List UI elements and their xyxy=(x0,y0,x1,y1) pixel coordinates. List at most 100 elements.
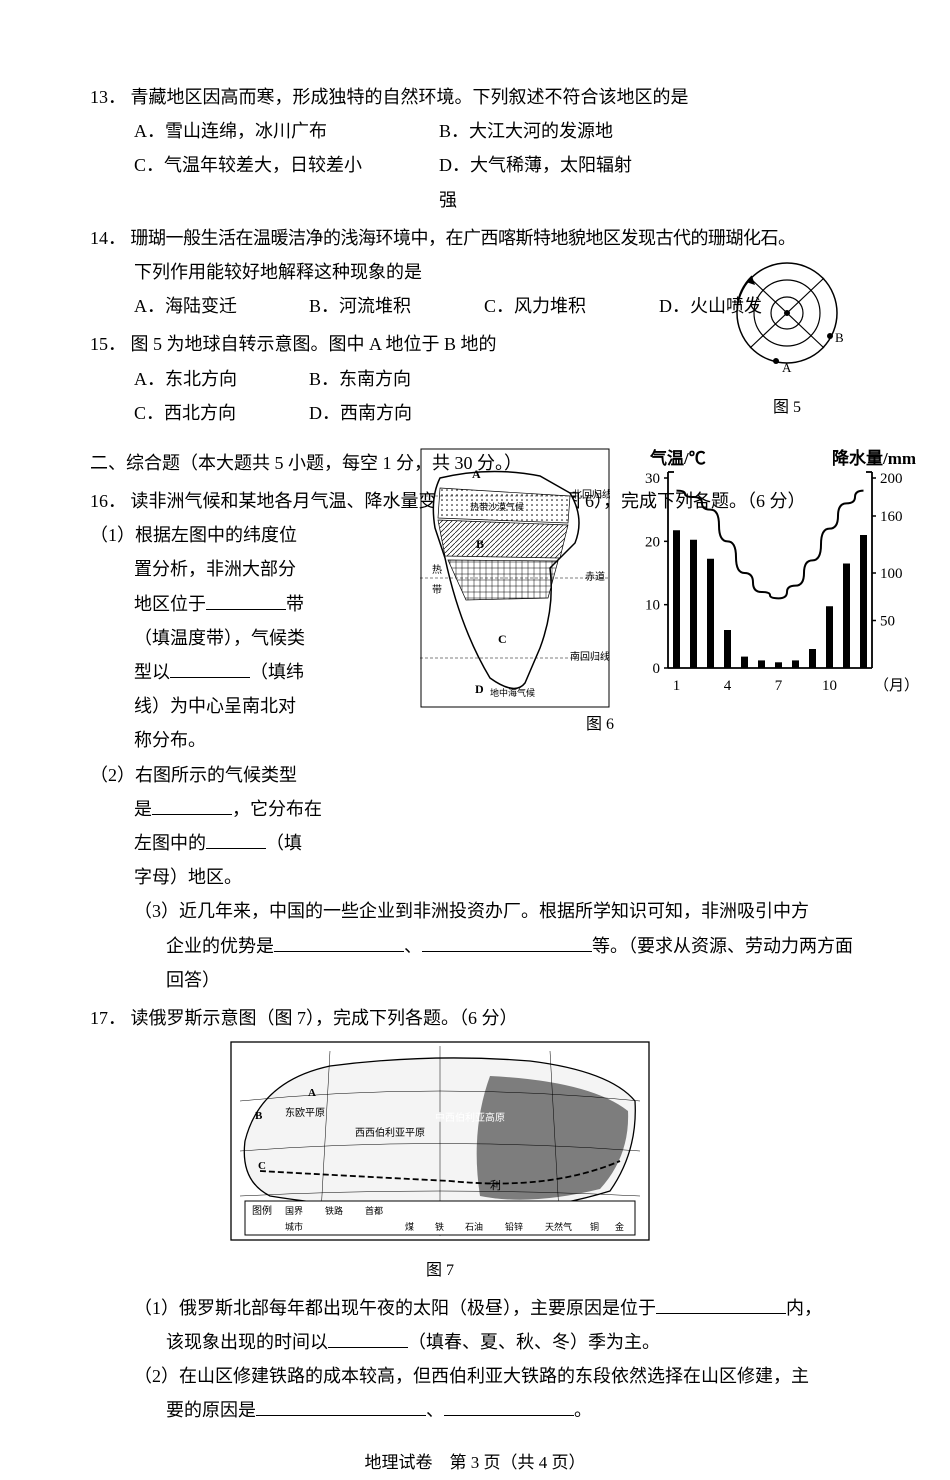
svg-text:200: 200 xyxy=(880,471,903,487)
fig6-equator: 赤道 xyxy=(585,570,605,583)
fig6-label-b: B xyxy=(476,537,484,551)
fig7-legend-title: 图例 xyxy=(252,1204,272,1217)
q16-blank-5[interactable] xyxy=(274,932,404,952)
question-13: 13． 青藏地区因高而寒，形成独特的自然环境。下列叙述不符合该地区的是 A．雪山… xyxy=(90,80,860,217)
q16-sub1-c2: 带 xyxy=(286,594,304,614)
q16-sub3-c: 回答） xyxy=(90,963,860,997)
fig6-caption: 图 6 xyxy=(500,710,700,740)
q16-sub2-label: （2） xyxy=(90,765,135,785)
q16-sub3-b2: 、 xyxy=(404,936,422,956)
fig7-russia-map: 东欧平原 西西伯利亚平原 中西伯利亚高原 利 A B C 图例 国界 铁路 首都… xyxy=(230,1041,650,1241)
q16-sub2-c2: （填 xyxy=(266,833,302,853)
fig5-label-a: A xyxy=(782,360,792,375)
fig6-heat-label2: 带 xyxy=(432,584,442,596)
q16-sub1-e: 型以 xyxy=(134,662,170,682)
svg-text:金: 金 xyxy=(615,1221,624,1232)
figure-6: 北回归线 赤道 南回归线 A B C D 热带沙漠气候 地中海气候 热 带 气温… xyxy=(420,448,930,740)
q16-blank-6[interactable] xyxy=(422,932,592,952)
fig5-svg: A B xyxy=(722,258,852,378)
q16-left-text: （1）根据左图中的纬度位 置分析，非洲大部分 地区位于带 （填温度带），气候类 … xyxy=(90,518,350,894)
fig6-content: 北回归线 赤道 南回归线 A B C D 热带沙漠气候 地中海气候 热 带 气温… xyxy=(420,448,930,708)
fig5-label-b: B xyxy=(835,330,844,345)
q17-num: 17． xyxy=(90,1008,126,1028)
q17-sub1-a2: 内， xyxy=(786,1298,822,1318)
svg-text:20: 20 xyxy=(645,534,660,550)
figure-7: 东欧平原 西西伯利亚平原 中西伯利亚高原 利 A B C 图例 国界 铁路 首都… xyxy=(230,1041,650,1287)
fig6-label-a: A xyxy=(472,467,481,481)
q16-sub3-a: 近几年来，中国的一些企业到非洲投资办厂。根据所学知识可知，非洲吸引中方 xyxy=(179,901,809,921)
fig7-label-c: C xyxy=(258,1160,266,1172)
svg-text:气温/℃: 气温/℃ xyxy=(649,448,706,468)
svg-text:首都: 首都 xyxy=(365,1205,383,1216)
q15-opt-d: D．西南方向 xyxy=(309,396,474,430)
figure-5: A B 图 5 xyxy=(712,258,862,424)
q13-options: A．雪山连绵，冰川广布 B．大江大河的发源地 C．气温年较差大，日较差小 D．大… xyxy=(90,114,860,217)
fig5-caption: 图 5 xyxy=(712,393,862,423)
q16-sub2-b: 是 xyxy=(134,799,152,819)
q17-sub2-line2: 要的原因是 、 。 xyxy=(90,1393,860,1427)
q13-opt-b: B．大江大河的发源地 xyxy=(439,114,699,148)
svg-text:10: 10 xyxy=(822,678,837,694)
q16-sub1-c: 地区位于 xyxy=(134,594,206,614)
q16-sub2-c: 左图中的 xyxy=(134,833,206,853)
q17-blank-2[interactable] xyxy=(328,1328,408,1348)
svg-text:160: 160 xyxy=(880,509,903,525)
q16-blank-4[interactable] xyxy=(206,829,266,849)
q15-opt-c: C．西北方向 xyxy=(134,396,299,430)
q17-sub1-a: 俄罗斯北部每年都出现午夜的太阳（极昼），主要原因是位于 xyxy=(179,1298,656,1318)
q16-sub1-b: 置分析，非洲大部分 xyxy=(134,552,350,586)
svg-text:100: 100 xyxy=(880,566,903,582)
q16-sub2-d: 字母）地区。 xyxy=(134,860,350,894)
svg-text:天然气: 天然气 xyxy=(545,1221,572,1232)
q17-sub2-b2: 、 xyxy=(426,1400,444,1420)
svg-text:铜: 铜 xyxy=(590,1221,599,1232)
q17-blank-4[interactable] xyxy=(444,1396,574,1416)
fig7-label-a: A xyxy=(308,1087,316,1099)
q16-sub1-label: （1） xyxy=(90,525,135,545)
q16-sub2-a: 右图所示的气候类型 xyxy=(135,765,297,785)
q13-opt-a: A．雪山连绵，冰川广布 xyxy=(134,114,429,148)
q16-sub1-f: 线）为中心呈南北对 xyxy=(134,689,350,723)
q17-blank-3[interactable] xyxy=(256,1396,426,1416)
q14-opt-b: B．河流堆积 xyxy=(309,289,474,323)
q14-text: 珊瑚一般生活在温暖洁净的浅海环境中，在广西喀斯特地貌地区发现古代的珊瑚化石。 xyxy=(131,228,796,248)
svg-text:煤: 煤 xyxy=(405,1221,414,1232)
svg-text:4: 4 xyxy=(724,678,732,694)
q16-sub3: （3）近几年来，中国的一些企业到非洲投资办厂。根据所学知识可知，非洲吸引中方 xyxy=(90,894,860,928)
q17-text: 读俄罗斯示意图（图 7），完成下列各题。（6 分） xyxy=(131,1008,518,1028)
fig7-label-eeurope: 东欧平原 xyxy=(285,1106,325,1119)
q13-num: 13． xyxy=(90,87,126,107)
svg-text:（月）: （月） xyxy=(874,677,919,694)
q16-blank-1[interactable] xyxy=(206,590,286,610)
fig6-desert-label: 热带沙漠气候 xyxy=(470,501,524,512)
fig6-label-c: C xyxy=(498,632,507,646)
fig7-label-csib: 中西伯利亚高原 xyxy=(435,1111,505,1124)
q16-sub1-e2: （填纬 xyxy=(250,662,304,682)
svg-text:石油: 石油 xyxy=(465,1221,483,1232)
q16-sub1-d: （填温度带），气候类 xyxy=(134,621,350,655)
svg-text:1: 1 xyxy=(673,678,681,694)
q15-opt-b: B．东南方向 xyxy=(309,362,474,396)
q16-sub1-g: 称分布。 xyxy=(134,723,350,757)
svg-text:30: 30 xyxy=(645,471,660,487)
fig6-africa-map: 北回归线 赤道 南回归线 A B C D 热带沙漠气候 地中海气候 热 带 xyxy=(420,448,610,708)
q16-sub3-b3: 等。（要求从资源、劳动力两方面 xyxy=(592,936,853,956)
q14-opt-c: C．风力堆积 xyxy=(484,289,649,323)
fig6-tropic-s: 南回归线 xyxy=(570,650,610,663)
q13-opt-d: D．大气稀薄，太阳辐射强 xyxy=(439,148,639,216)
q16-blank-2[interactable] xyxy=(170,658,250,678)
q16-sub3-b1: 企业的优势是 xyxy=(166,936,274,956)
q13-text: 青藏地区因高而寒，形成独特的自然环境。下列叙述不符合该地区的是 xyxy=(131,87,689,107)
q17-sub1: （1）俄罗斯北部每年都出现午夜的太阳（极昼），主要原因是位于内， xyxy=(90,1291,860,1325)
q16-blank-3[interactable] xyxy=(152,795,232,815)
svg-text:城市: 城市 xyxy=(285,1221,303,1232)
q17-sub2-label: （2） xyxy=(134,1366,179,1386)
q16-sub3-label: （3） xyxy=(134,901,179,921)
fig6-climate-chart: 气温/℃降水量/mm01020305010016020014710（月） xyxy=(620,448,920,708)
fig6-label-d: D xyxy=(475,682,484,696)
q17-blank-1[interactable] xyxy=(656,1294,786,1314)
fig6-med-label: 地中海气候 xyxy=(490,687,535,698)
fig7-caption: 图 7 xyxy=(230,1256,650,1286)
q17-sub2-b: 要的原因是 xyxy=(166,1400,256,1420)
q17-sub2-b3: 。 xyxy=(574,1400,592,1420)
